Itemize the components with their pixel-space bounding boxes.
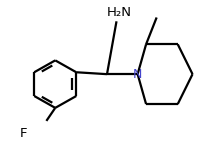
Text: N: N <box>133 68 142 81</box>
Text: F: F <box>20 127 27 140</box>
Text: H₂N: H₂N <box>107 6 132 19</box>
